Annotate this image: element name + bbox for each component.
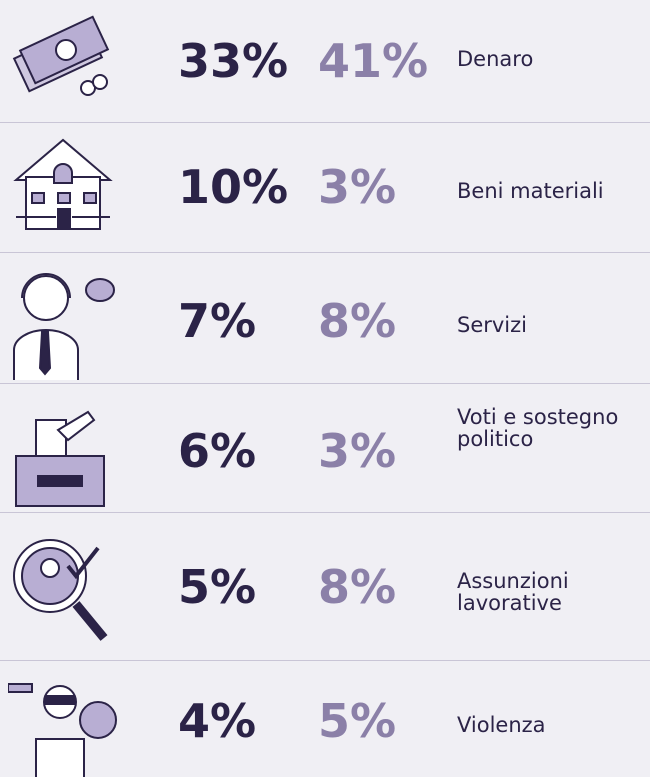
share-b: 41% xyxy=(318,34,429,88)
separator xyxy=(0,383,650,384)
violence-icon xyxy=(8,683,117,777)
service-icon xyxy=(13,273,115,380)
share-b: 8% xyxy=(318,294,397,348)
category-label: Denaro xyxy=(457,47,534,71)
money-icon xyxy=(12,15,110,96)
house-icon xyxy=(13,138,113,230)
share-a: 4% xyxy=(178,694,257,748)
share-b: 5% xyxy=(318,694,397,748)
share-a: 6% xyxy=(178,424,257,478)
separator xyxy=(0,122,650,123)
category-label: Voti e sostegno politico xyxy=(457,405,619,452)
separator xyxy=(0,252,650,253)
share-a: 5% xyxy=(178,560,257,614)
share-a: 33% xyxy=(178,34,289,88)
category-label: Assunzioni lavorative xyxy=(457,569,569,616)
share-b: 8% xyxy=(318,560,397,614)
vote-icon xyxy=(15,410,105,507)
hiring-icon xyxy=(13,539,108,641)
category-label: Violenza xyxy=(457,713,546,737)
share-a: 7% xyxy=(178,294,257,348)
category-label: Servizi xyxy=(457,313,528,337)
share-b: 3% xyxy=(318,424,397,478)
share-b: 3% xyxy=(318,160,397,214)
share-a: 10% xyxy=(178,160,289,214)
separator xyxy=(0,660,650,661)
category-label: Beni materiali xyxy=(457,179,604,203)
separator xyxy=(0,512,650,513)
